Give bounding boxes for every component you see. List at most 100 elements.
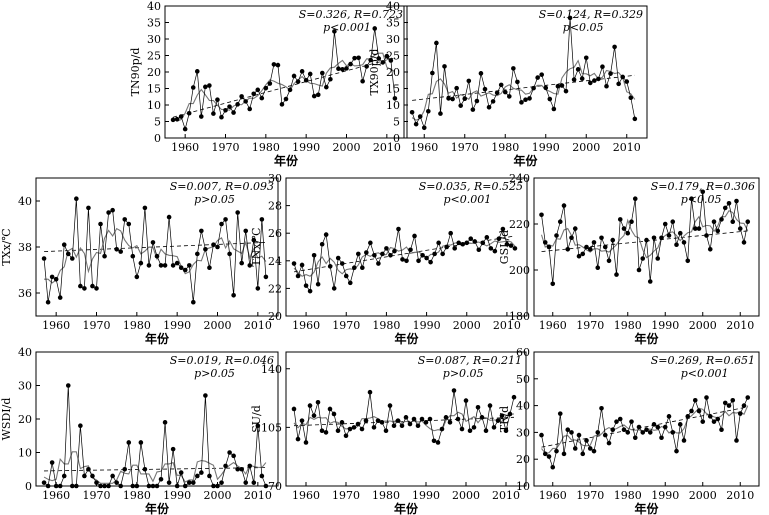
y-tick-label: 10	[18, 447, 32, 460]
x-tick-label: 2000	[452, 489, 480, 502]
data-point	[606, 258, 612, 264]
data-point	[496, 236, 502, 242]
data-point	[191, 480, 196, 485]
data-point	[463, 398, 469, 403]
data-point	[472, 239, 478, 244]
data-point	[632, 116, 638, 122]
data-point	[335, 255, 341, 261]
data-point	[327, 406, 333, 412]
data-point	[531, 85, 536, 91]
x-tick-label: 1990	[163, 489, 191, 502]
data-point	[227, 104, 232, 109]
data-point	[207, 473, 212, 479]
data-point	[409, 109, 415, 115]
data-point	[380, 60, 386, 65]
series-line	[411, 17, 636, 129]
panel-wsdi: 0 10 20 30 40 1960 1970 1980 1990 2000 2010 年份 WSDI/…	[0, 346, 279, 515]
data-point	[231, 453, 236, 459]
data-point	[494, 90, 500, 96]
data-point	[583, 55, 589, 61]
data-point	[348, 61, 353, 67]
x-tick-label: 2000	[204, 319, 232, 332]
x-tick-label: 2000	[689, 489, 717, 502]
data-point	[174, 260, 180, 266]
data-point	[689, 408, 694, 414]
data-point	[492, 248, 498, 254]
x-tick-label: 2010	[726, 319, 754, 332]
data-point	[170, 117, 176, 123]
data-point	[734, 198, 739, 204]
data-point	[442, 64, 447, 69]
data-point	[730, 397, 736, 403]
data-point	[681, 240, 687, 245]
data-point	[315, 92, 321, 98]
data-point	[685, 258, 691, 264]
data-point	[741, 403, 747, 408]
data-point	[154, 483, 160, 489]
data-point	[70, 483, 75, 489]
data-point	[579, 76, 585, 81]
trend-line	[412, 74, 635, 101]
data-point	[436, 240, 441, 246]
data-point	[440, 251, 445, 257]
data-point	[235, 102, 240, 107]
x-tick-label: 1970	[576, 319, 604, 332]
data-point	[503, 428, 509, 434]
data-point	[328, 76, 333, 82]
data-point	[565, 247, 571, 252]
data-point	[154, 253, 160, 259]
data-point	[659, 235, 664, 241]
x-tick-label: 2010	[726, 489, 754, 502]
data-point	[412, 233, 417, 239]
y-tick-label: 105	[261, 421, 282, 434]
data-point	[446, 96, 451, 101]
data-point	[102, 253, 107, 259]
data-point	[130, 483, 136, 489]
data-point	[331, 411, 337, 417]
data-point	[628, 95, 634, 101]
data-point	[666, 233, 672, 238]
data-point	[539, 212, 544, 218]
x-tick-label: 2010	[613, 141, 641, 154]
data-point	[624, 79, 630, 84]
data-point	[674, 448, 679, 454]
data-point	[82, 286, 87, 291]
data-point	[452, 246, 458, 251]
data-point	[423, 420, 429, 425]
data-point	[685, 414, 691, 419]
data-point	[719, 217, 724, 222]
data-point	[559, 83, 565, 88]
x-tick-label: 1980	[252, 141, 280, 154]
data-point	[700, 419, 706, 424]
data-point	[722, 205, 728, 211]
x-tick-label: 1960	[42, 489, 70, 502]
x-tick-label: 1960	[410, 141, 438, 154]
data-point	[307, 71, 313, 77]
data-point	[311, 93, 317, 99]
data-point	[203, 84, 208, 90]
data-point	[339, 420, 345, 425]
x-axis-title: 年份	[634, 331, 659, 346]
data-point	[575, 67, 581, 72]
data-point	[299, 418, 305, 423]
x-tick-label: 1990	[532, 141, 560, 154]
y-tick-label: 20	[268, 310, 282, 323]
data-point	[195, 473, 200, 479]
data-point	[399, 423, 405, 429]
data-point	[364, 250, 369, 255]
data-point	[78, 423, 83, 429]
data-point	[384, 246, 389, 251]
y-tick-label: 220	[509, 218, 530, 231]
data-point	[324, 84, 329, 90]
data-point	[279, 102, 285, 107]
data-point	[396, 226, 401, 232]
data-point	[295, 79, 301, 84]
data-point	[651, 235, 657, 241]
data-point	[480, 240, 486, 246]
y-tick-label: 40	[386, 0, 400, 13]
data-point	[734, 438, 739, 443]
data-point	[142, 205, 148, 211]
data-point	[372, 252, 377, 258]
data-point	[614, 419, 619, 424]
y-axis-title: SU/d	[250, 405, 263, 433]
